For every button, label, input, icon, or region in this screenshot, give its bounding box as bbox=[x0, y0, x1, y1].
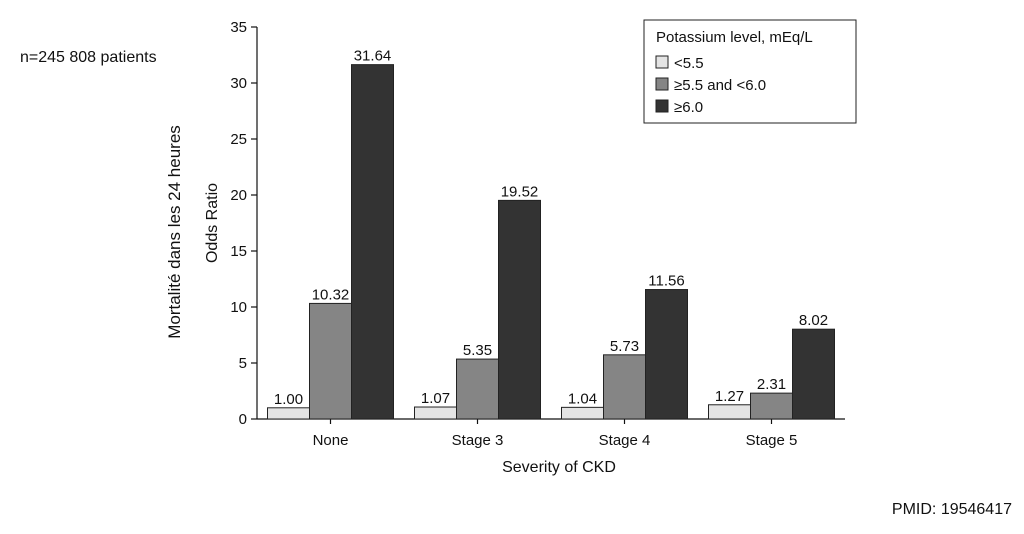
bar-value-label: 31.64 bbox=[354, 48, 392, 65]
x-tick-label: Stage 4 bbox=[599, 432, 651, 449]
y-tick-label: 30 bbox=[230, 75, 247, 92]
bar bbox=[267, 407, 310, 420]
bar bbox=[645, 289, 688, 420]
bar-value-label: 10.32 bbox=[312, 286, 350, 303]
chart-bars: 1.00 10.32 31.64 1.07 5.35 19.52 1.04 5.73 11.56… bbox=[267, 48, 835, 420]
sample-size-note: n=245 808 patients bbox=[20, 49, 157, 66]
y-tick-label: 25 bbox=[230, 131, 247, 148]
legend-entry: ≥6.0 bbox=[674, 99, 703, 116]
y-tick-label: 35 bbox=[230, 19, 247, 36]
bar bbox=[414, 406, 457, 420]
legend-swatch bbox=[655, 55, 669, 69]
bar bbox=[309, 302, 352, 420]
x-tick-label: Stage 5 bbox=[746, 432, 798, 449]
bar-value-label: 1.07 bbox=[421, 390, 450, 407]
y-tick-label: 0 bbox=[239, 411, 247, 428]
chart-legend: Potassium level, mEq/L <5.5 ≥5.5 and <6.0 ≥… bbox=[643, 19, 857, 124]
bar-value-label: 5.73 bbox=[610, 338, 639, 355]
y-axis-title: Odds Ratio bbox=[204, 183, 221, 263]
y-tick-label: 5 bbox=[239, 355, 247, 372]
bar bbox=[792, 328, 835, 420]
x-tick-label: Stage 3 bbox=[452, 432, 504, 449]
legend-swatch bbox=[655, 99, 669, 113]
bar-value-label: 1.04 bbox=[568, 390, 597, 407]
legend-entry: ≥5.5 and <6.0 bbox=[674, 77, 766, 94]
bar-value-label: 1.27 bbox=[715, 388, 744, 405]
bar-value-label: 19.52 bbox=[501, 183, 539, 200]
bar bbox=[603, 354, 646, 420]
x-axis-title: Severity of CKD bbox=[502, 459, 616, 476]
bar-value-label: 1.00 bbox=[274, 391, 303, 408]
bar-value-label: 2.31 bbox=[757, 376, 786, 393]
legend-entry: <5.5 bbox=[674, 55, 704, 72]
bar bbox=[351, 64, 394, 420]
chart-axes: 0 5 10 15 20 25 30 35 Odds Ratio Severity of CKD N… bbox=[204, 19, 845, 476]
pmid-note: PMID: 19546417 bbox=[891, 501, 1012, 518]
legend-box bbox=[643, 19, 857, 124]
bar-value-label: 11.56 bbox=[648, 273, 684, 290]
y-tick-label: 15 bbox=[230, 243, 247, 260]
bar bbox=[708, 404, 751, 420]
y-tick-label: 10 bbox=[230, 299, 247, 316]
bar bbox=[561, 406, 604, 420]
legend-swatch bbox=[655, 77, 669, 91]
y-tick-label: 20 bbox=[230, 187, 247, 204]
bar-value-label: 5.35 bbox=[463, 342, 492, 359]
x-tick-label: None bbox=[313, 432, 349, 449]
bar bbox=[750, 392, 793, 420]
bar bbox=[498, 199, 541, 420]
bar bbox=[456, 358, 499, 420]
bar-value-label: 8.02 bbox=[799, 312, 828, 329]
legend-title: Potassium level, mEq/L bbox=[656, 29, 813, 46]
